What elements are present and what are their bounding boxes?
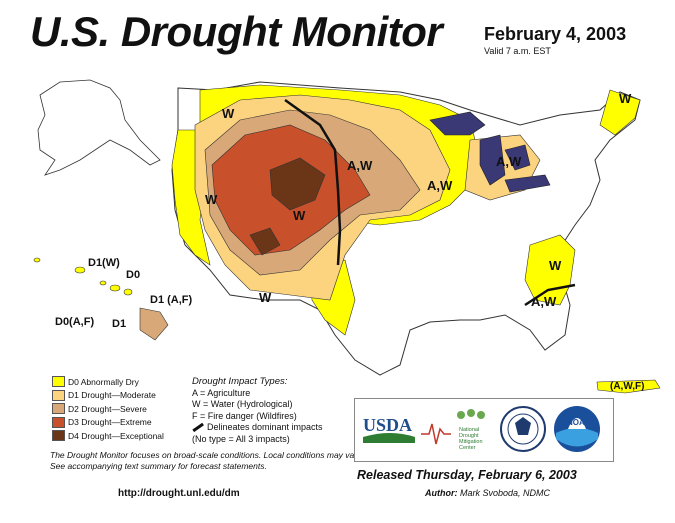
partner-logos: USDA National Drought Mitigation Center … — [354, 398, 614, 462]
legend-swatch — [52, 403, 65, 415]
label-hi-d1af: D1 (A,F) — [150, 294, 193, 306]
svg-text:USDA: USDA — [363, 415, 412, 435]
legend-item-d4: D4 Drought—Exceptional — [52, 429, 192, 443]
svg-text:Drought: Drought — [459, 433, 479, 439]
boundary-line-icon — [192, 423, 204, 433]
legend-label: D3 Drought—Extreme — [68, 417, 152, 428]
author-name: Mark Svoboda, NDMC — [460, 488, 551, 498]
puerto-rico — [596, 379, 661, 394]
impact-delineates: Delineates dominant impacts — [192, 422, 352, 434]
impact-no-type: (No type = All 3 impacts) — [192, 433, 290, 444]
legend-swatch — [52, 416, 65, 428]
author-line: Author: Mark Svoboda, NDMC — [425, 488, 550, 498]
impact-heading: Drought Impact Types: — [192, 376, 288, 387]
label-aw-georgia: A,W — [531, 294, 557, 309]
d0-maine — [599, 89, 641, 136]
svg-text:NOAA: NOAA — [567, 418, 591, 427]
impact-delineates-text: Delineates dominant impacts — [207, 422, 323, 432]
ndmc-logo: National Drought Mitigation Center — [421, 409, 485, 451]
label-hi-d0af: D0(A,F) — [55, 316, 94, 328]
label-aw-plains: A,W — [347, 158, 373, 173]
label-w-maine: W — [619, 91, 632, 106]
legend-item-d1: D1 Drought—Moderate — [52, 389, 192, 403]
impact-line-fire: F = Fire danger (Wildfires) — [192, 410, 297, 421]
label-aw-michigan: A,W — [496, 154, 522, 169]
legend-swatch — [52, 376, 65, 388]
website-link[interactable]: http://drought.unl.edu/dm — [118, 488, 240, 499]
legend-item-d0: D0 Abnormally Dry — [52, 375, 192, 389]
legend-item-d2: D2 Drought—Severe — [52, 402, 192, 416]
label-aw-midwest: A,W — [427, 178, 453, 193]
great-lakes — [429, 111, 551, 193]
label-w-west: W — [205, 192, 218, 207]
impact-line-agriculture: A = Agriculture — [192, 387, 251, 398]
label-hi-d1: D1 — [112, 318, 126, 330]
label-hi-d1w: D1(W) — [88, 257, 120, 269]
alaska-outline — [37, 79, 161, 176]
impact-boundary-line — [284, 98, 342, 266]
legend-item-d3: D3 Drought—Extreme — [52, 416, 192, 430]
legend-swatch — [52, 389, 65, 401]
drought-map: W W W W A,W A,W A,W W W A,W D1(W) D0 D1 … — [33, 79, 661, 394]
label-w-sw: W — [259, 290, 272, 305]
label-pr-awf: (A,W,F) — [610, 381, 644, 392]
impact-boundary-line-se — [524, 283, 576, 307]
legend-label: D0 Abnormally Dry — [68, 376, 139, 387]
d4-rockies — [269, 157, 326, 211]
label-w-carolina: W — [549, 258, 562, 273]
hawaii-islands — [33, 257, 169, 341]
d4-four-corners — [249, 227, 281, 256]
disclaimer-text: The Drought Monitor focuses on broad-sca… — [50, 450, 364, 471]
svg-text:Mitigation: Mitigation — [459, 439, 483, 445]
label-w-nw: W — [222, 106, 235, 121]
page-title: U.S. Drought Monitor — [30, 8, 443, 55]
release-date: Released Thursday, February 6, 2003 — [357, 468, 577, 482]
legend: D0 Abnormally Dry D1 Drought—Moderate D2… — [52, 375, 192, 443]
impact-types: Drought Impact Types: A = Agriculture W … — [192, 376, 352, 445]
usda-logo: USDA — [363, 415, 415, 443]
noaa-logo: NOAA — [554, 406, 600, 452]
legend-label: D2 Drought—Severe — [68, 403, 147, 414]
svg-text:National: National — [459, 427, 479, 433]
commerce-seal — [500, 406, 546, 452]
label-w-central: W — [293, 208, 306, 223]
author-label: Author: — [425, 488, 458, 498]
valid-time: Valid 7 a.m. EST — [484, 46, 551, 56]
legend-label: D1 Drought—Moderate — [68, 390, 156, 401]
map-date: February 4, 2003 — [484, 24, 627, 44]
legend-swatch — [52, 430, 65, 442]
legend-label: D4 Drought—Exceptional — [68, 430, 164, 441]
impact-line-water: W = Water (Hydrological) — [192, 399, 293, 409]
label-hi-d0: D0 — [126, 269, 140, 281]
svg-text:Center: Center — [459, 445, 476, 451]
